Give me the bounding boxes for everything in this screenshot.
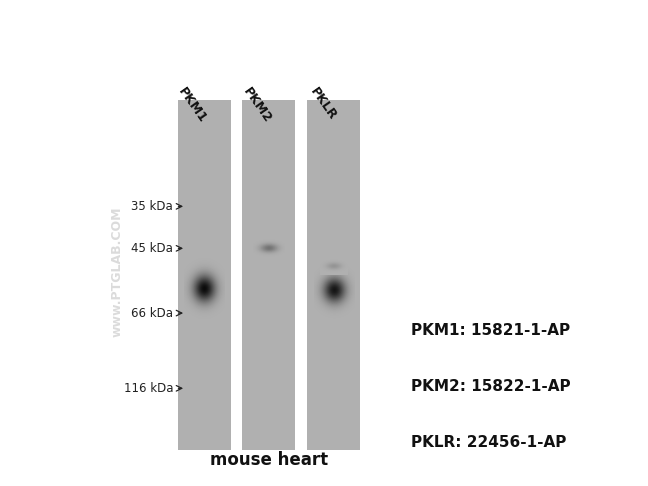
Text: 45 kDa: 45 kDa bbox=[131, 242, 173, 255]
Text: 116 kDa: 116 kDa bbox=[124, 382, 173, 395]
Text: PKM1: 15821-1-AP: PKM1: 15821-1-AP bbox=[411, 323, 571, 338]
Bar bbox=[242, 100, 295, 450]
Text: mouse heart: mouse heart bbox=[210, 451, 328, 469]
Text: 35 kDa: 35 kDa bbox=[132, 200, 173, 213]
Text: PKLR: 22456-1-AP: PKLR: 22456-1-AP bbox=[411, 435, 567, 450]
Text: www.PTGLAB.COM: www.PTGLAB.COM bbox=[110, 207, 123, 337]
Text: PKM2: PKM2 bbox=[240, 85, 274, 125]
Text: PKLR: PKLR bbox=[307, 85, 339, 122]
Text: PKM1: PKM1 bbox=[176, 85, 209, 125]
Text: 66 kDa: 66 kDa bbox=[131, 307, 173, 320]
Text: PKM2: 15822-1-AP: PKM2: 15822-1-AP bbox=[411, 379, 571, 394]
Bar bbox=[178, 100, 231, 450]
Bar bbox=[307, 100, 360, 450]
